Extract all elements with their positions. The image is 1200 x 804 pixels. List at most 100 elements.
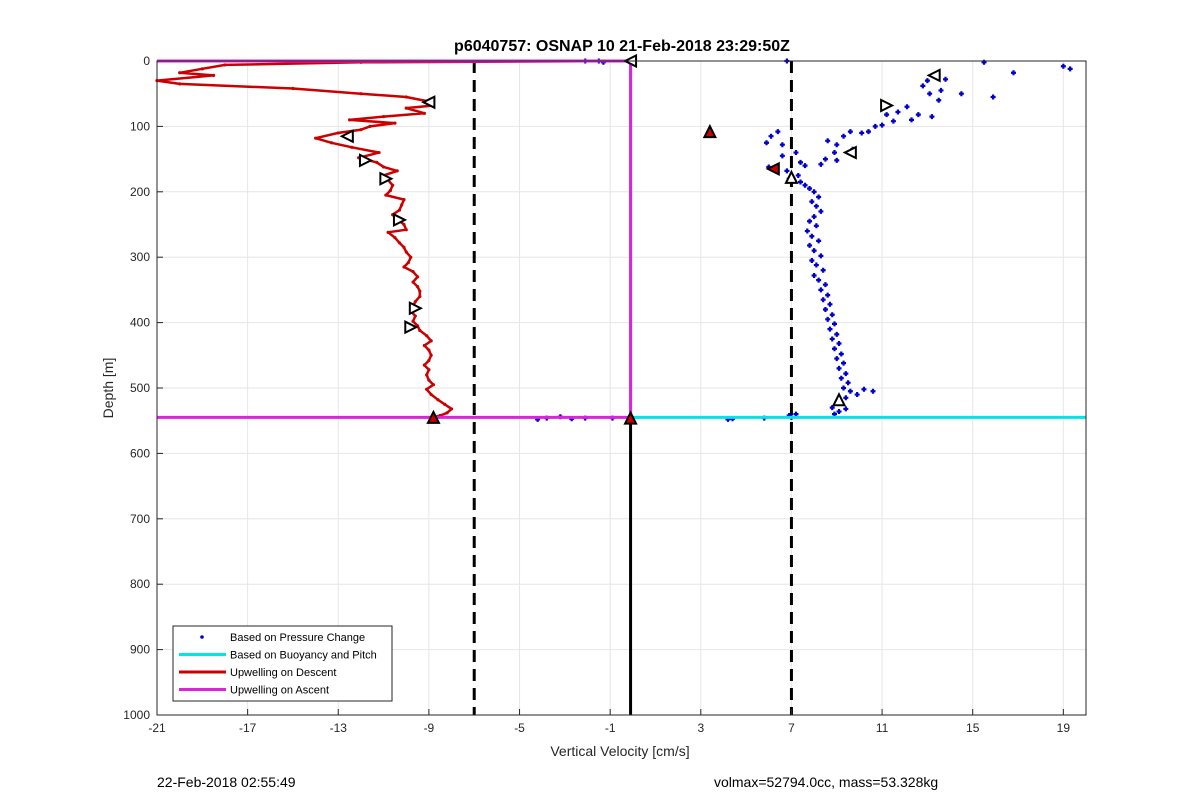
- x-tick-label: -17: [239, 721, 257, 735]
- triangle-marker: [392, 212, 408, 228]
- triangle-marker: [408, 301, 424, 316]
- triangle-marker: [784, 169, 799, 184]
- pressure-point: [827, 301, 833, 307]
- descent-point: [384, 193, 388, 197]
- descent-point: [212, 73, 216, 77]
- pressure-point: [798, 159, 804, 165]
- descent-point: [397, 241, 402, 245]
- x-tick-label: -21: [148, 721, 166, 735]
- legend: Based on Pressure Change Based on Buoyanc…: [172, 625, 393, 702]
- pressure-point: [813, 262, 819, 268]
- pressure-point: [836, 365, 842, 371]
- descent-point: [381, 114, 386, 119]
- x-tick-label: -13: [330, 721, 348, 735]
- pressure-point: [779, 153, 785, 159]
- pressure-point: [865, 129, 871, 135]
- pressure-point: [895, 109, 901, 115]
- pressure-point: [943, 76, 949, 82]
- descent-point: [409, 255, 413, 259]
- descent-point: [395, 169, 399, 173]
- x-tick-label: 19: [1057, 721, 1071, 735]
- pressure-point: [847, 129, 853, 135]
- y-tick-label: 1000: [123, 708, 150, 722]
- descent-point: [388, 188, 392, 193]
- pressure-point: [818, 287, 824, 293]
- pressure-point: [845, 380, 851, 386]
- pressure-point: [820, 297, 826, 303]
- pressure-point: [884, 112, 890, 118]
- triangle-marker: [379, 171, 394, 186]
- pressure-point: [927, 91, 933, 97]
- pressure-point: [859, 130, 865, 136]
- x-tick-label: -5: [514, 721, 525, 735]
- descent-point: [415, 275, 420, 279]
- x-tick-label: 11: [876, 721, 889, 735]
- pressure-point: [807, 218, 813, 224]
- y-tick-label: 600: [130, 446, 150, 460]
- descent-point: [404, 95, 408, 99]
- descent-point: [418, 294, 422, 299]
- series-line-1: [629, 61, 1086, 419]
- descent-point: [429, 339, 433, 343]
- triangle-marker: [842, 145, 857, 160]
- pressure-point: [920, 83, 926, 89]
- descent-point: [425, 373, 429, 377]
- pressure-point: [990, 94, 996, 100]
- descent-point: [415, 285, 420, 289]
- pressure-point: [829, 336, 835, 342]
- descent-point: [391, 183, 395, 187]
- pressure-point: [825, 138, 831, 144]
- pressure-point: [809, 199, 815, 205]
- pressure-point: [915, 112, 921, 118]
- pressure-point: [820, 267, 826, 273]
- y-tick-label: 200: [130, 185, 150, 199]
- pressure-point: [816, 238, 822, 244]
- triangle-marker: [339, 129, 354, 144]
- pressure-point: [834, 331, 840, 337]
- triangle-marker: [404, 320, 419, 335]
- pressure-point: [816, 194, 822, 200]
- descent-point: [443, 402, 447, 406]
- descent-point: [314, 136, 318, 140]
- pressure-point: [836, 409, 842, 415]
- triangle-marker: [421, 95, 436, 110]
- pressure-point: [843, 406, 849, 412]
- descent-point: [427, 378, 431, 382]
- pressure-point: [838, 351, 844, 357]
- triangle-marker: [880, 98, 895, 113]
- descent-point: [386, 230, 390, 234]
- pressure-point: [816, 277, 822, 283]
- y-tick-label: 0: [143, 54, 150, 68]
- pressure-point: [1010, 70, 1016, 76]
- descent-point: [350, 145, 354, 149]
- legend-label: Based on Pressure Change: [230, 632, 365, 644]
- y-tick-label: 500: [130, 381, 150, 395]
- y-tick-label: 900: [130, 643, 150, 657]
- triangle-markers: [339, 53, 941, 425]
- pressure-point: [890, 118, 896, 124]
- descent-point: [429, 353, 433, 357]
- triangle-marker: [623, 410, 638, 425]
- pressure-point: [829, 312, 835, 318]
- descent-point: [200, 67, 204, 71]
- pressure-point: [841, 385, 847, 391]
- descent-point: [402, 222, 406, 227]
- pressure-point: [818, 253, 824, 259]
- pressure-point: [807, 242, 813, 248]
- descent-point: [427, 358, 431, 363]
- pressure-point: [818, 161, 824, 167]
- pressure-point: [811, 189, 817, 195]
- descent-point: [429, 392, 433, 397]
- triangle-marker: [358, 153, 374, 168]
- pressure-point: [822, 156, 828, 162]
- descent-point: [425, 334, 429, 338]
- pressure-point: [825, 292, 831, 298]
- descent-point: [436, 398, 440, 402]
- triangle-marker: [926, 68, 941, 83]
- descent-point: [431, 383, 436, 387]
- descent-point: [427, 368, 431, 372]
- series-line-2: [155, 59, 631, 419]
- pressure-point: [1060, 63, 1066, 69]
- pressure-point: [804, 228, 810, 234]
